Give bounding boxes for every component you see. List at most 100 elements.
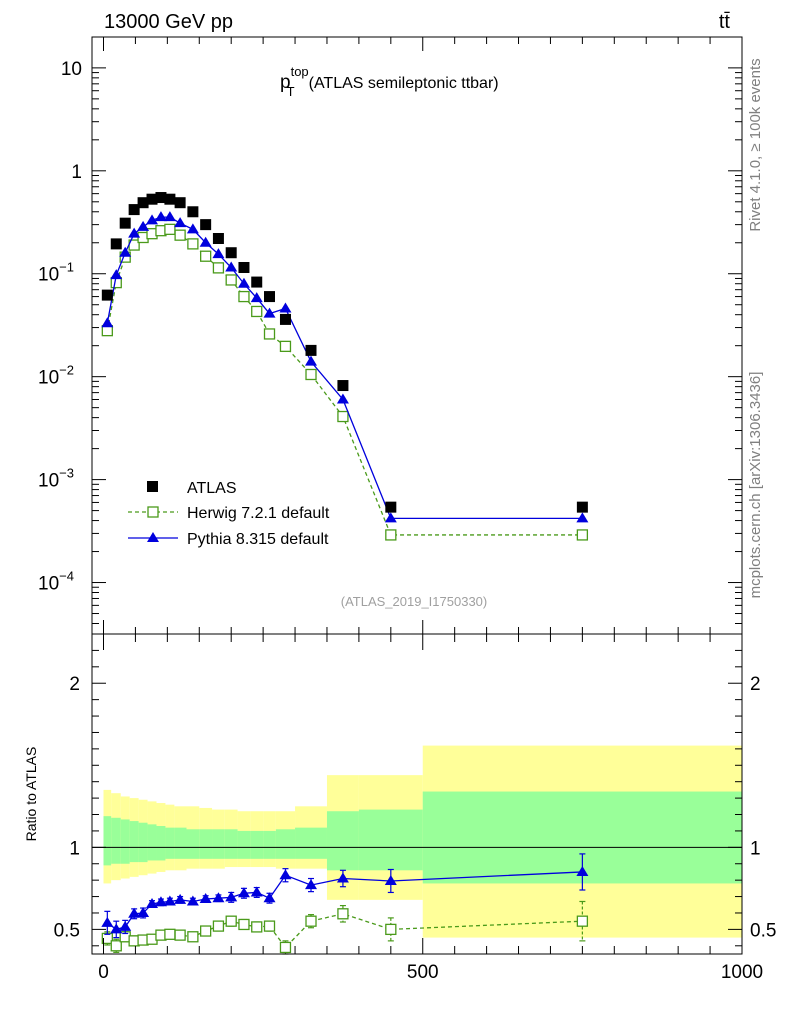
pythia-point bbox=[263, 307, 276, 318]
pythia-ratio-point bbox=[576, 865, 589, 876]
pythia-point bbox=[225, 261, 238, 272]
pythia-ratio-point bbox=[212, 892, 225, 903]
atlas-data-point bbox=[174, 197, 186, 209]
ratio-y-tick-label-left: 2 bbox=[69, 674, 80, 695]
herwig-point bbox=[251, 305, 263, 318]
ratio-band-inner bbox=[111, 817, 121, 864]
energy-label: 13000 GeV pp bbox=[104, 11, 233, 33]
herwig-ratio-point bbox=[187, 931, 199, 943]
herwig-ratio-point bbox=[279, 941, 292, 954]
legend-entry-atlas: ATLAS bbox=[147, 480, 237, 497]
ratio-band-inner bbox=[212, 829, 225, 859]
herwig-ratio-point bbox=[212, 920, 225, 932]
ratio-x-tick-label: 500 bbox=[407, 962, 439, 983]
legend-entry-herwig: Herwig 7.2.1 default bbox=[128, 505, 330, 522]
atlas-data-point bbox=[164, 193, 176, 205]
pythia-point bbox=[212, 248, 225, 259]
pythia-point bbox=[110, 269, 123, 280]
pythia-point bbox=[174, 217, 187, 228]
main-y-tick-label: 10−2 bbox=[38, 363, 74, 389]
pythia-point bbox=[576, 512, 589, 523]
ratio-band-inner bbox=[295, 827, 327, 859]
herwig-ratio-point bbox=[576, 915, 589, 927]
herwig-ratio-point bbox=[174, 929, 186, 941]
pythia-ratio-point bbox=[154, 896, 167, 907]
atlas-data-point bbox=[576, 501, 588, 513]
atlas-data-point bbox=[225, 247, 237, 259]
ratio-y-tick-label-right: 1 bbox=[750, 838, 761, 859]
atlas-data-point bbox=[200, 219, 212, 231]
pythia-point bbox=[384, 512, 397, 523]
herwig-ratio-point bbox=[337, 908, 349, 920]
ratio-uncertainty-bands bbox=[103, 745, 742, 938]
pythia-ratio-point bbox=[384, 874, 397, 885]
herwig-point bbox=[200, 250, 212, 262]
herwig-ratio-point bbox=[164, 928, 176, 940]
ratio-y-tick-label-right: 0.5 bbox=[750, 920, 776, 941]
ratio-band-inner bbox=[186, 829, 200, 859]
pythia-ratio-point bbox=[186, 895, 199, 906]
ratio-x-tick-label: 0 bbox=[98, 962, 109, 983]
herwig-ratio-point bbox=[238, 918, 250, 931]
pythia-point bbox=[250, 292, 263, 303]
ratio-band-inner bbox=[199, 829, 213, 859]
ratio-band-inner bbox=[147, 824, 157, 861]
ratio-band-inner bbox=[103, 816, 112, 866]
pythia-ratio-point bbox=[225, 891, 238, 902]
atlas-data-point bbox=[238, 261, 250, 273]
main-y-tick-label: 1 bbox=[71, 162, 82, 183]
atlas-data-point bbox=[187, 206, 199, 218]
herwig-point bbox=[164, 223, 176, 235]
atlas-data-point bbox=[337, 380, 349, 392]
herwig-point bbox=[212, 262, 225, 274]
legend-label-pythia: Pythia 8.315 default bbox=[187, 531, 329, 548]
main-y-tick-labels: 10 1 10−1 10−2 10−3 10−4 bbox=[38, 59, 82, 595]
legend: ATLAS Herwig 7.2.1 default Pythia 8.315 … bbox=[128, 480, 330, 548]
pythia-point bbox=[186, 223, 199, 234]
herwig-ratio-point bbox=[225, 915, 237, 927]
pythia-ratio-point bbox=[128, 907, 141, 918]
process-label: tt̄ bbox=[719, 11, 731, 33]
atlas-data-point bbox=[212, 232, 224, 244]
ratio-y-tick-label-left: 1 bbox=[69, 838, 80, 859]
ratio-band-inner bbox=[250, 830, 264, 859]
legend-marker-atlas bbox=[147, 481, 158, 492]
main-y-tick-label: 10−3 bbox=[38, 466, 74, 492]
ratio-plot-frame bbox=[91, 633, 743, 955]
pythia-ratio-point bbox=[250, 886, 263, 897]
pythia-ratio-point bbox=[237, 887, 250, 898]
rivet-version-label: Rivet 4.1.0, ≥ 100k events bbox=[747, 58, 764, 231]
pythia-point bbox=[128, 227, 141, 238]
plot-title: ptop T (ATLAS semileptonic ttbar) bbox=[280, 64, 499, 99]
atlas-data-point bbox=[128, 204, 140, 216]
ratio-y-tick-label-left: 0.5 bbox=[54, 920, 80, 941]
legend-entry-pythia: Pythia 8.315 default bbox=[128, 531, 329, 548]
pythia-point bbox=[154, 211, 167, 222]
ratio-y-axis-label: Ratio to ATLAS bbox=[23, 747, 39, 842]
ratio-y-tick-label-right: 2 bbox=[750, 674, 761, 695]
pythia-point bbox=[199, 236, 212, 247]
atlas-data-point bbox=[279, 313, 291, 325]
herwig-point bbox=[337, 410, 349, 423]
pythia-line bbox=[106, 216, 583, 520]
herwig-ratio-point bbox=[200, 925, 212, 937]
pythia-point bbox=[163, 211, 176, 222]
main-y-tick-label: 10−4 bbox=[38, 569, 74, 595]
ratio-tick-labels: 0.5 0.5 1 1 2 2 0 500 1000 bbox=[54, 674, 777, 983]
ratio-band-inner bbox=[129, 821, 139, 863]
ratio-band-inner bbox=[120, 819, 130, 864]
herwig-point bbox=[110, 276, 122, 289]
pythia-ratio-point bbox=[119, 920, 132, 931]
herwig-ratio-point bbox=[385, 923, 397, 936]
pythia-point bbox=[146, 214, 159, 225]
pythia-ratio-point bbox=[101, 916, 114, 927]
legend-marker-herwig bbox=[147, 506, 159, 518]
atlas-data-point bbox=[251, 276, 263, 288]
herwig-ratio-point bbox=[305, 915, 317, 927]
ratio-band-inner bbox=[263, 830, 276, 859]
herwig-point bbox=[238, 290, 250, 303]
herwig-point bbox=[187, 238, 199, 250]
pythia-point bbox=[101, 317, 114, 328]
atlas-data-point bbox=[264, 291, 276, 303]
